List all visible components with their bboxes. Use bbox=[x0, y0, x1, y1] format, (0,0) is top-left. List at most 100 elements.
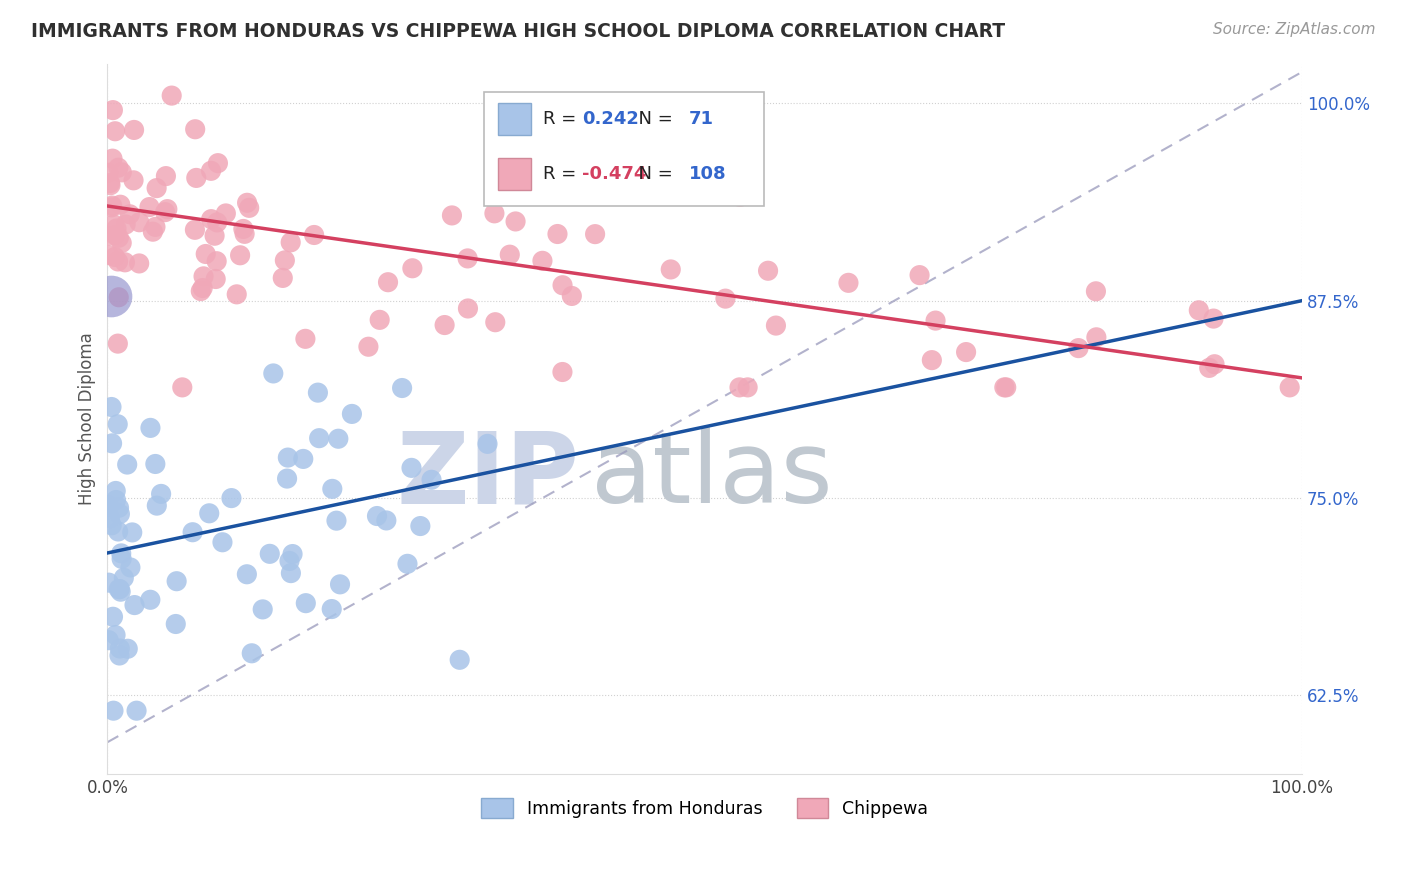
Point bbox=[104, 628, 127, 642]
Text: ZIP: ZIP bbox=[396, 427, 579, 524]
Point bbox=[107, 582, 129, 596]
Point bbox=[396, 557, 419, 571]
Point bbox=[107, 254, 129, 268]
Point bbox=[193, 269, 215, 284]
Point bbox=[908, 268, 931, 282]
Point bbox=[191, 281, 214, 295]
Point bbox=[484, 315, 506, 329]
Point bbox=[108, 641, 131, 656]
Point bbox=[1198, 360, 1220, 375]
Legend: Immigrants from Honduras, Chippewa: Immigrants from Honduras, Chippewa bbox=[474, 791, 935, 825]
Point bbox=[97, 228, 120, 243]
Text: R =: R = bbox=[544, 165, 582, 183]
Text: Source: ZipAtlas.com: Source: ZipAtlas.com bbox=[1212, 22, 1375, 37]
Point bbox=[225, 287, 247, 301]
Point bbox=[551, 365, 574, 379]
Point bbox=[366, 509, 388, 524]
Point bbox=[659, 262, 682, 277]
Y-axis label: High School Diploma: High School Diploma bbox=[79, 333, 96, 505]
Point bbox=[165, 617, 187, 632]
FancyBboxPatch shape bbox=[498, 158, 531, 190]
Point bbox=[308, 431, 330, 445]
Point bbox=[211, 535, 233, 549]
Point bbox=[181, 525, 204, 540]
Point bbox=[190, 284, 212, 298]
Point bbox=[101, 436, 124, 450]
Point bbox=[531, 253, 554, 268]
Point bbox=[236, 195, 259, 210]
Point bbox=[294, 332, 316, 346]
Point bbox=[583, 227, 606, 241]
Point bbox=[121, 525, 143, 540]
Point bbox=[101, 198, 124, 212]
Point bbox=[221, 491, 243, 505]
Point bbox=[108, 648, 131, 663]
Text: 71: 71 bbox=[689, 111, 714, 128]
Point bbox=[276, 472, 298, 486]
Point bbox=[128, 256, 150, 270]
Point bbox=[401, 461, 423, 475]
Point bbox=[307, 385, 329, 400]
Point bbox=[484, 206, 506, 220]
Point bbox=[143, 457, 166, 471]
Point bbox=[440, 209, 463, 223]
Point bbox=[112, 571, 135, 585]
Point bbox=[207, 156, 229, 170]
Point bbox=[184, 223, 207, 237]
Point bbox=[262, 367, 284, 381]
Point bbox=[205, 215, 228, 229]
Point bbox=[204, 272, 226, 286]
Point bbox=[728, 380, 751, 394]
Point bbox=[391, 381, 413, 395]
Point bbox=[756, 264, 779, 278]
Point bbox=[238, 201, 260, 215]
Point bbox=[118, 207, 141, 221]
Point bbox=[107, 417, 129, 432]
Point bbox=[103, 218, 125, 232]
Point bbox=[377, 275, 399, 289]
Point bbox=[357, 340, 380, 354]
Point bbox=[128, 215, 150, 229]
Point bbox=[215, 206, 238, 220]
Point bbox=[97, 166, 120, 180]
Point bbox=[107, 161, 129, 175]
Text: atlas: atlas bbox=[591, 427, 832, 524]
Point bbox=[110, 198, 132, 212]
Point bbox=[457, 252, 479, 266]
Point bbox=[278, 554, 301, 568]
Point bbox=[100, 518, 122, 533]
Point bbox=[166, 574, 188, 589]
Point bbox=[837, 276, 859, 290]
Point bbox=[505, 214, 527, 228]
Point bbox=[122, 173, 145, 187]
Point bbox=[198, 506, 221, 520]
Point bbox=[110, 546, 132, 560]
Point bbox=[139, 592, 162, 607]
Text: 0.242: 0.242 bbox=[582, 111, 638, 128]
Text: R =: R = bbox=[544, 111, 582, 128]
Point bbox=[457, 301, 479, 316]
Point bbox=[229, 248, 252, 262]
Point bbox=[321, 482, 343, 496]
Point bbox=[98, 248, 121, 262]
Point bbox=[105, 221, 128, 235]
Point bbox=[103, 704, 125, 718]
Point bbox=[101, 609, 124, 624]
Point bbox=[114, 255, 136, 269]
Point bbox=[108, 507, 131, 521]
Point bbox=[104, 483, 127, 498]
Point bbox=[271, 271, 294, 285]
Text: 108: 108 bbox=[689, 165, 727, 183]
Point bbox=[409, 519, 432, 533]
Point bbox=[100, 200, 122, 214]
Point bbox=[555, 186, 578, 200]
Point bbox=[292, 451, 315, 466]
Point bbox=[730, 172, 752, 186]
Point bbox=[995, 380, 1018, 394]
Point bbox=[551, 278, 574, 293]
Point bbox=[236, 567, 259, 582]
Point bbox=[155, 169, 177, 183]
Point bbox=[200, 164, 222, 178]
Point bbox=[172, 380, 194, 394]
Point bbox=[108, 582, 131, 596]
